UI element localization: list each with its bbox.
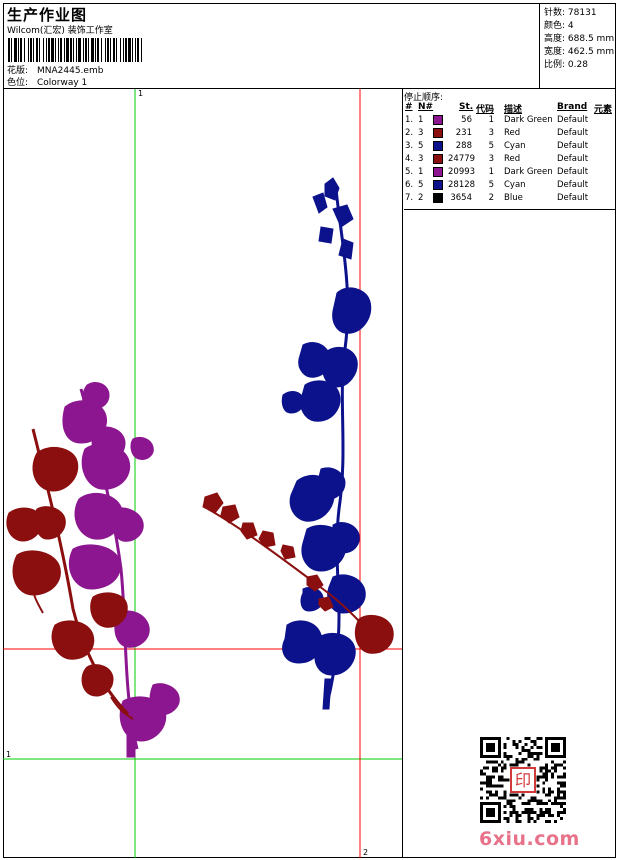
row-index: 1. (405, 115, 414, 125)
row-brand: Default (557, 154, 589, 164)
table-row: 3. 5 288 5 Cyan Default (404, 141, 616, 154)
table-row: 5. 1 20993 1 Dark Green Default (404, 167, 616, 180)
table-row: 4. 3 24779 3 Red Default (404, 154, 616, 167)
row-code: 1 (488, 115, 494, 125)
guide-label-top: 1 (138, 89, 143, 98)
row-brand: Default (557, 115, 589, 125)
row-code: 3 (488, 128, 494, 138)
col-code: 代码 (476, 105, 495, 115)
seal-icon (510, 767, 536, 793)
row-index: 5. (405, 167, 414, 177)
row-brand: Default (557, 180, 589, 190)
row-index: 3. (405, 141, 414, 151)
row-desc: Cyan (504, 180, 526, 190)
row-brand: Default (557, 193, 589, 203)
page-title: 生产作业图 (7, 6, 88, 24)
row-desc: Dark Green (504, 115, 553, 125)
guide-label-bottom: 2 (363, 848, 368, 857)
design-file-value: MNA2445.emb (37, 66, 104, 76)
row-stitches: 20993 (448, 167, 476, 177)
seal-text: 印 (515, 771, 531, 790)
row-desc: Red (504, 128, 521, 138)
row-stitches: 24779 (448, 154, 476, 164)
color-swatch (433, 167, 443, 177)
col-stitches: St. (459, 102, 474, 112)
row-index: 4. (405, 154, 414, 164)
color-swatch (433, 180, 443, 190)
table-row: 2. 3 231 3 Red Default (404, 128, 616, 141)
design-file-row: 花版: MNA2445.emb (7, 63, 103, 76)
color-swatch (433, 128, 443, 138)
col-num: # (405, 102, 413, 112)
row-stitches: 56 (461, 115, 472, 125)
row-desc: Red (504, 154, 521, 164)
color-swatch (433, 154, 443, 164)
red-flower-vine-right (202, 492, 394, 654)
stat-colors: 颜色: 4 (544, 21, 574, 31)
header: 生产作业图 Wilcom(汇宏) 装饰工作室 花版: MNA2445.emb 色位… (3, 3, 616, 89)
red-flower-vine-left (6, 428, 134, 720)
table-row: 7. 2 3654 2 Blue Default (404, 193, 616, 206)
col-brand: Brand (557, 102, 588, 112)
stat-scale: 比例: 0.28 (544, 60, 588, 70)
row-code: 5 (488, 141, 494, 151)
barcode (8, 38, 142, 62)
row-code: 2 (488, 193, 494, 203)
watermark: 6xiu.com (479, 828, 580, 850)
design-file-label: 花版: (7, 66, 29, 76)
row-needle: 5 (418, 141, 424, 151)
blue-flower-vine (281, 177, 372, 710)
table-row: 6. 5 28128 5 Cyan Default (404, 180, 616, 193)
row-desc: Dark Green (504, 167, 553, 177)
row-brand: Default (557, 141, 589, 151)
col-desc: 描述 (504, 105, 523, 115)
row-index: 6. (405, 180, 414, 190)
row-needle: 2 (418, 193, 424, 203)
row-desc: Blue (504, 193, 523, 203)
col-element: 元素 (594, 105, 613, 115)
stop-sequence-title: 停止顺序: (404, 93, 444, 103)
row-stitches: 288 (455, 141, 472, 151)
embroidery-canvas: 1 1 2 (3, 89, 402, 858)
header-info: 生产作业图 Wilcom(汇宏) 装饰工作室 花版: MNA2445.emb 色位… (3, 3, 539, 88)
row-brand: Default (557, 167, 589, 177)
purple-flower-vine (62, 382, 180, 758)
table-row: 1. 1 56 1 Dark Green Default (404, 115, 616, 128)
row-code: 5 (488, 180, 494, 190)
stop-sequence-table: 停止顺序: # N# St. 代码 描述 Brand 元素 1. 1 56 1 Dark… (404, 89, 616, 210)
design-preview: 1 1 2 (3, 89, 403, 858)
row-needle: 3 (418, 154, 424, 164)
colorway-row: 色位: Colorway 1 (7, 75, 87, 88)
row-brand: Default (557, 128, 589, 138)
row-desc: Cyan (504, 141, 526, 151)
color-swatch (433, 141, 443, 151)
color-swatch (433, 115, 443, 125)
company-name: Wilcom(汇宏) 装饰工作室 (7, 26, 113, 36)
row-stitches: 28128 (448, 180, 476, 190)
stat-width: 宽度: 462.5 mm (544, 47, 615, 57)
row-needle: 1 (418, 167, 424, 177)
stats-panel: 针数: 78131 颜色: 4 高度: 688.5 mm 宽度: 462.5 m… (539, 3, 616, 88)
stat-stitches: 针数: 78131 (544, 8, 597, 18)
colorway-value: Colorway 1 (37, 78, 88, 88)
row-index: 2. (405, 128, 414, 138)
colorway-label: 色位: (7, 78, 29, 88)
row-stitches: 3654 (450, 193, 472, 203)
page-frame (3, 3, 616, 858)
stat-height: 高度: 688.5 mm (544, 34, 615, 44)
row-index: 7. (405, 193, 414, 203)
col-needle: N# (418, 102, 434, 112)
row-needle: 5 (418, 180, 424, 190)
row-code: 1 (488, 167, 494, 177)
row-code: 3 (488, 154, 494, 164)
qr-code: 印 (480, 737, 566, 823)
row-stitches: 231 (455, 128, 472, 138)
row-needle: 1 (418, 115, 424, 125)
row-needle: 3 (418, 128, 424, 138)
color-swatch (433, 193, 443, 203)
guide-label-left: 1 (6, 750, 11, 759)
